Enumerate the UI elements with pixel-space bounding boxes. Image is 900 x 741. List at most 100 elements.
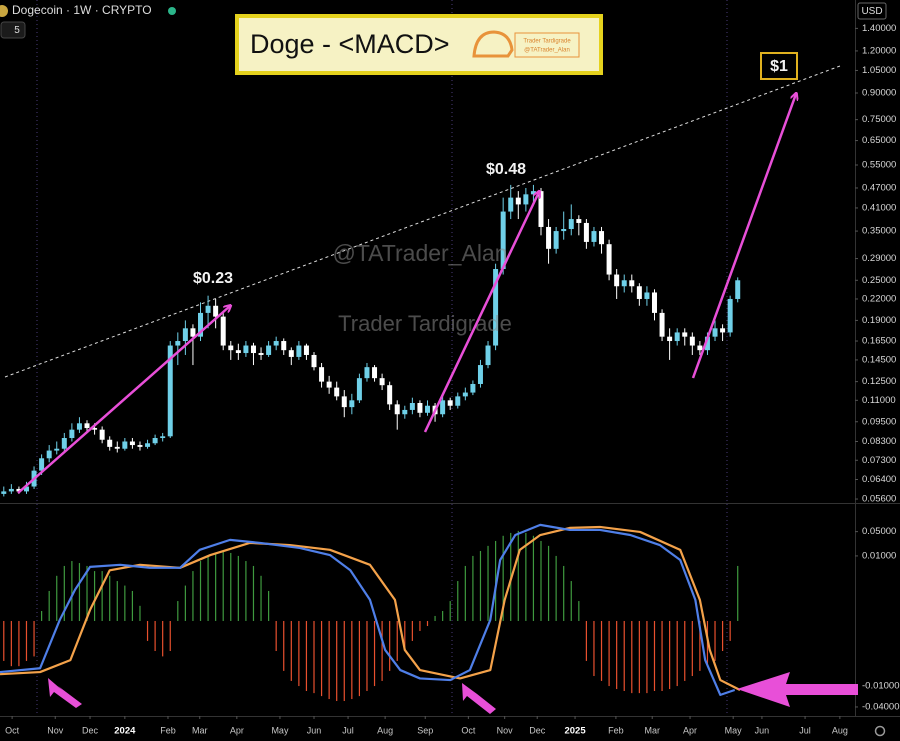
coin-icon (0, 5, 8, 17)
candle-body (387, 385, 393, 405)
histogram-bar (426, 620, 429, 627)
histogram-bar (464, 565, 466, 621)
histogram-bar (237, 555, 239, 621)
candle-body (477, 365, 483, 384)
candle-body (129, 441, 135, 446)
histogram-bar (245, 561, 247, 621)
histogram-bar (33, 620, 35, 657)
y-tick-label: 0.41000 (862, 202, 896, 213)
x-tick-label: Jun (307, 725, 322, 735)
logo-text: Trader Tardigrade (523, 39, 571, 45)
candle-body (379, 378, 385, 386)
histogram-bar (18, 620, 20, 667)
candle-body (402, 409, 408, 415)
histogram-bar (78, 563, 81, 621)
y-tick-label: 0.08300 (862, 436, 896, 447)
candle-body (8, 488, 14, 492)
histogram-bar (600, 620, 603, 681)
x-tick-label: Aug (832, 725, 848, 735)
candle-body (440, 400, 446, 415)
x-tick-label: Feb (608, 725, 624, 735)
candle-body (319, 367, 325, 382)
y-tick-label: 0.09500 (862, 416, 896, 427)
candle-body (629, 280, 635, 287)
y-tick-label: 0.14500 (862, 354, 896, 365)
candle-body (281, 341, 287, 351)
histogram-bar (10, 620, 12, 667)
candle-body (190, 328, 196, 337)
histogram-bar (646, 620, 648, 694)
histogram-bar (184, 585, 186, 621)
x-tick-label: Jul (799, 725, 811, 735)
candle-body (553, 231, 559, 249)
y-tick-label: -0.04000 (862, 701, 900, 712)
candle-body (152, 438, 158, 444)
candle-body (462, 392, 468, 397)
candle-body (250, 345, 256, 354)
candle-body (334, 387, 340, 397)
candle-body (296, 345, 302, 357)
histogram-bar (366, 620, 368, 691)
histogram-bar (252, 565, 255, 621)
x-tick-label: Sep (417, 725, 433, 735)
logo (472, 30, 514, 58)
annotation-frame (760, 52, 798, 80)
histogram-bar (699, 620, 701, 671)
y-tick-label: 0.06400 (862, 474, 896, 485)
candle-body (659, 312, 665, 337)
arrow (48, 678, 82, 708)
settings-icon[interactable] (874, 725, 886, 737)
histogram-bar (260, 575, 262, 621)
histogram-bar (540, 540, 542, 621)
histogram-bar (373, 620, 376, 687)
histogram-bar (532, 535, 535, 621)
candle-body (515, 197, 521, 205)
y-tick-label: 1.05000 (862, 65, 896, 76)
candle-body (530, 191, 536, 195)
annotations: $0.23 $0.48 $1 (193, 52, 798, 287)
histogram-bar (131, 590, 134, 621)
x-tick-label: Oct (5, 725, 20, 735)
y-tick-label: 0.12500 (862, 376, 896, 387)
y-tick-label: 0.05000 (862, 526, 896, 537)
y-tick-label: 1.20000 (862, 45, 896, 56)
watermark: Trader Tardigrade (338, 311, 512, 336)
candle-body (39, 458, 45, 471)
logo-text: @TATrader_Alan (524, 48, 570, 54)
y-tick-label: 0.90000 (862, 88, 896, 99)
histogram-bar (381, 620, 383, 681)
histogram-bar (631, 620, 633, 694)
x-tick-label: May (725, 725, 743, 735)
histogram-bar (268, 590, 270, 621)
candle-body (447, 400, 453, 406)
x-tick-label: Feb (160, 725, 176, 735)
histogram-bar (298, 620, 300, 687)
candle-body (311, 354, 317, 368)
x-tick-label: Dec (529, 725, 546, 735)
y-tick-label: 0.19000 (862, 315, 896, 326)
histogram-bar (502, 535, 504, 621)
annotation: $0.48 (486, 161, 526, 178)
candle-body (636, 286, 642, 299)
histogram-bar (56, 575, 58, 621)
badge-text: 5 (14, 25, 20, 36)
status-dot (168, 7, 176, 15)
candle-body (145, 443, 151, 447)
annotation: $1 (770, 58, 788, 75)
histogram-bar (313, 620, 315, 694)
candle-body (266, 345, 272, 355)
histogram-bar (389, 620, 391, 671)
candle-body (704, 336, 710, 351)
candle-body (561, 229, 567, 232)
candle-body (205, 305, 211, 313)
histogram-bar (396, 620, 398, 661)
histogram-bar (207, 555, 209, 621)
logo-frame (514, 32, 580, 58)
histogram-bar (676, 620, 678, 687)
arrow (17, 306, 230, 494)
candle-body (682, 332, 688, 337)
badge (0, 21, 26, 39)
histogram-bar (691, 620, 693, 677)
candle-body (61, 438, 67, 449)
